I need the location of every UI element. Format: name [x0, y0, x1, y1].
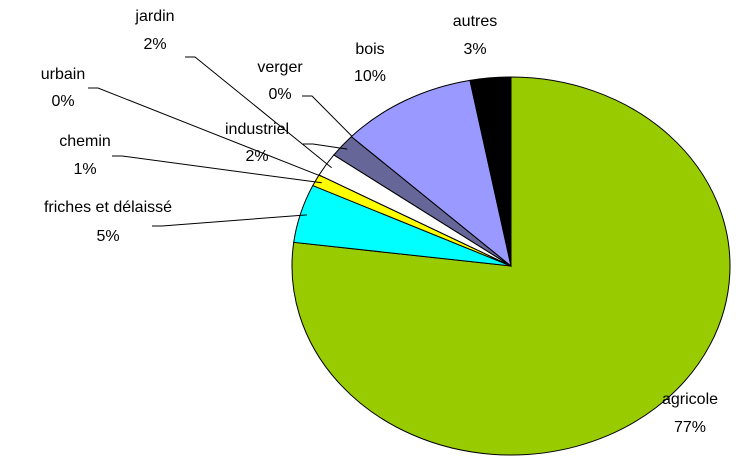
leader-line: [152, 214, 308, 227]
slice-label: agricole: [662, 391, 718, 408]
slice-label: friches et délaissé: [44, 199, 172, 216]
value-label: 3%: [463, 41, 486, 58]
leader-line: [185, 56, 332, 169]
slice-label: urbain: [41, 66, 85, 83]
slice-label: bois: [355, 41, 384, 58]
slice-label: verger: [257, 59, 303, 76]
value-label: 2%: [245, 148, 268, 165]
value-label: 77%: [674, 419, 706, 436]
leader-line: [112, 155, 322, 184]
slice-label: chemin: [59, 133, 111, 150]
value-label: 10%: [354, 68, 386, 85]
value-label: 0%: [51, 93, 74, 110]
value-label: 0%: [268, 86, 291, 103]
leader-line: [302, 95, 357, 141]
value-label: 5%: [96, 228, 119, 245]
leader-line: [303, 143, 348, 150]
slice-label: jardin: [134, 8, 174, 25]
value-label: 2%: [143, 36, 166, 53]
slice-label: autres: [453, 13, 497, 30]
pie-slice: [469, 76, 512, 267]
pie-slice: [350, 79, 512, 268]
leader-line: [88, 87, 326, 179]
slice-label: industriel: [225, 121, 289, 138]
value-label: 1%: [73, 161, 96, 178]
